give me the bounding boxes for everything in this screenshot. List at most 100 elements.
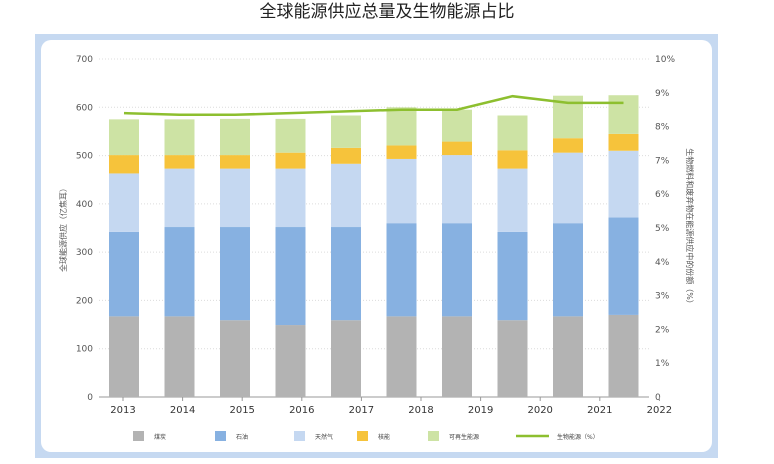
bar-segment (386, 316, 417, 397)
x-tick-label: 2014 (170, 405, 195, 416)
bar-segment (275, 118, 306, 153)
bar-segment (608, 95, 639, 134)
y-tick-label: 300 (76, 248, 93, 258)
bar-segment (220, 168, 250, 228)
bar-segment (497, 168, 528, 232)
bar-segment (497, 115, 528, 151)
bar-segment (553, 138, 583, 153)
y-tick-label: 700 (76, 55, 93, 65)
bar-segment (109, 119, 139, 156)
x-tick-label: 2015 (229, 405, 254, 416)
x-tick-label: 2013 (110, 405, 135, 416)
legend: 煤炭 石油 天然气 核能 可再生能源 生物能源（%） (133, 431, 599, 441)
bar-segment (442, 223, 472, 317)
bar-segment (497, 231, 528, 321)
bar-segment (608, 150, 639, 218)
y2-tick-label: 5% (655, 224, 670, 234)
bar-segment (331, 115, 361, 148)
bar-segment (331, 163, 361, 228)
y-axis-label: 全球能源供应（亿焦耳） (58, 184, 68, 272)
bar-segment (442, 109, 472, 142)
x-tick-label: 2016 (289, 405, 314, 416)
y2-tick-label: 6% (655, 190, 670, 200)
y2-axis-ticks: 0 1% 2% 3% 4% 5% 6% 7% 8% 9% 10% (655, 55, 675, 403)
line-series-path (123, 94, 624, 117)
bar-segment (608, 217, 639, 315)
legend-swatch (357, 431, 368, 441)
x-axis-ticks: 2013 2014 2015 2016 2017 2018 2019 2020 2021 2022 (110, 397, 672, 416)
bar-segment (164, 168, 195, 228)
bar-segment (275, 227, 306, 326)
legend-label: 生物能源（%） (557, 433, 599, 441)
y-axis-ticks: 0 100 200 300 400 500 600 700 (76, 55, 93, 403)
y2-tick-label: 9% (655, 89, 670, 99)
bar-segment (553, 223, 583, 317)
bar-segment (164, 155, 195, 169)
bar-segment (442, 316, 472, 397)
y-tick-label: 200 (76, 296, 93, 306)
bar-segment (164, 227, 195, 317)
bar-segment (275, 325, 306, 397)
bar-segment (553, 316, 583, 397)
bar-segment (164, 119, 195, 156)
bar-segment (220, 227, 250, 321)
bar-segment (275, 152, 306, 169)
y2-tick-label: 2% (655, 325, 670, 335)
bar-segment (164, 316, 195, 397)
legend-swatch (133, 431, 144, 441)
bar-segment (109, 173, 139, 232)
y2-tick-label: 4% (655, 258, 670, 268)
x-tick-label: 2018 (408, 405, 433, 416)
legend-swatch (294, 431, 305, 441)
legend-label: 可再生能源 (449, 433, 479, 441)
bar-segment (386, 145, 417, 159)
y2-tick-label: 7% (655, 156, 670, 166)
y2-tick-label: 8% (655, 123, 670, 133)
bar-segment (497, 150, 528, 169)
y-tick-label: 600 (76, 103, 93, 113)
y-tick-label: 500 (76, 152, 93, 162)
y-tick-label: 100 (76, 345, 93, 355)
bar-segment (331, 320, 361, 397)
y-tick-label: 0 (87, 393, 93, 403)
bar-segment (109, 155, 139, 174)
y2-axis-label: 生物燃料和废弃物在能源供应中的份额（%） (685, 148, 695, 308)
bar-segment (386, 223, 417, 317)
line-layer (123, 94, 624, 117)
x-tick-label: 2017 (349, 405, 374, 416)
y2-tick-label: 10% (655, 55, 675, 65)
y2-tick-label: 1% (655, 359, 670, 369)
legend-swatch (215, 431, 226, 441)
bar-segment (386, 107, 417, 146)
bar-segment (109, 231, 139, 317)
bar-segment (220, 118, 250, 156)
bar-segment (220, 155, 250, 169)
legend-label: 天然气 (315, 433, 333, 441)
bar-segment (386, 158, 417, 224)
bar-segment (331, 227, 361, 321)
x-tick-label: 2022 (647, 405, 672, 416)
legend-swatch (428, 431, 439, 441)
y2-tick-label: 0 (655, 393, 661, 403)
bar-segment (608, 133, 639, 151)
bar-segment (608, 314, 639, 397)
x-tick-label: 2020 (527, 405, 552, 416)
bar-segment (275, 168, 306, 228)
legend-label: 煤炭 (154, 433, 166, 441)
bar-segment (331, 147, 361, 164)
legend-label: 石油 (236, 433, 248, 441)
bar-segment (442, 141, 472, 156)
bar-segment (497, 320, 528, 397)
y-tick-label: 400 (76, 200, 93, 210)
bars-layer (109, 95, 639, 397)
bar-segment (220, 320, 250, 397)
bar-segment (109, 316, 139, 397)
legend-label: 核能 (378, 433, 390, 441)
chart-plot-card (41, 40, 712, 452)
x-tick-label: 2019 (468, 405, 493, 416)
bar-segment (442, 155, 472, 224)
x-tick-label: 2021 (587, 405, 612, 416)
bar-segment (553, 152, 583, 224)
y2-tick-label: 3% (655, 292, 670, 302)
